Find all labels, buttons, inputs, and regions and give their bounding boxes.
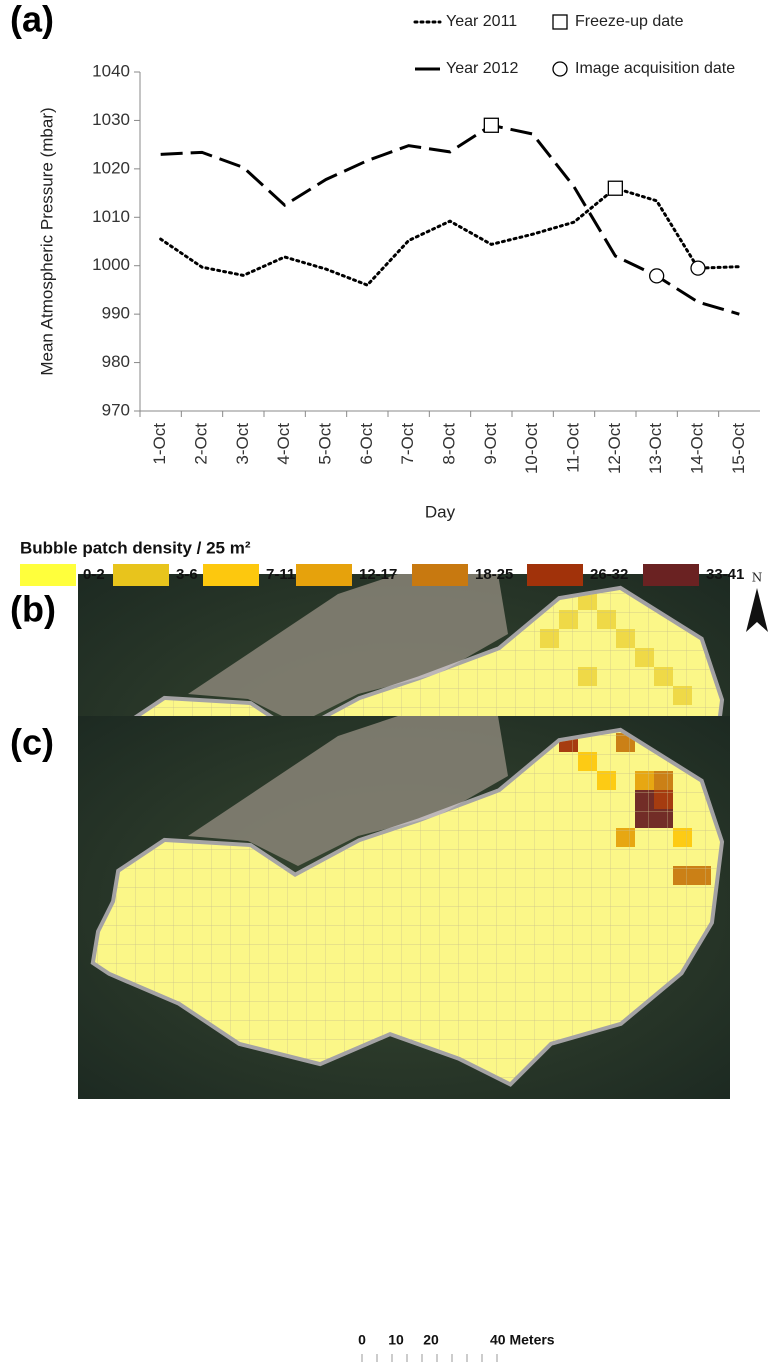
scale-label: 10 <box>388 1332 404 1348</box>
x-tick-label: 2-Oct <box>191 423 210 465</box>
x-tick-label: 4-Oct <box>274 423 293 465</box>
legend-label: Freeze-up date <box>575 13 684 30</box>
x-tick-label: 14-Oct <box>687 423 706 474</box>
panel-label: (a) <box>10 0 54 40</box>
x-tick-label: 5-Oct <box>315 423 334 465</box>
panel-label: (c) <box>10 722 54 763</box>
x-tick-label: 13-Oct <box>646 423 665 474</box>
panel-label: (b) <box>10 589 56 630</box>
density-label: 33-41 <box>706 566 744 583</box>
y-tick-label: 1020 <box>92 158 130 177</box>
north-label: N <box>752 571 763 585</box>
map-c <box>78 716 730 1099</box>
x-axis-label: Day <box>425 502 456 521</box>
x-tick-label: 15-Oct <box>729 423 748 474</box>
y-tick-label: 1000 <box>92 255 130 274</box>
density-swatch <box>527 564 583 586</box>
legend-label: Year 2011 <box>446 13 517 30</box>
x-tick-label: 1-Oct <box>150 423 169 465</box>
density-legend-title: Bubble patch density / 25 m² <box>20 538 251 557</box>
density-label: 3-6 <box>176 566 198 583</box>
north-arrow <box>746 588 768 632</box>
freeze-up-marker <box>608 181 622 195</box>
legend-swatch <box>553 15 567 29</box>
density-swatch <box>20 564 76 586</box>
y-tick-label: 1010 <box>92 207 130 226</box>
density-swatch <box>113 564 169 586</box>
y-tick-label: 1040 <box>92 61 130 80</box>
density-label: 7-11 <box>266 566 295 583</box>
density-swatch <box>296 564 352 586</box>
x-tick-label: 10-Oct <box>522 423 541 474</box>
density-label: 12-17 <box>359 566 397 583</box>
legend-label: Year 2012 <box>446 60 518 77</box>
density-swatch <box>643 564 699 586</box>
density-swatch <box>203 564 259 586</box>
legend-swatch <box>553 62 567 76</box>
y-tick-label: 980 <box>102 352 130 371</box>
scale-label: 20 <box>423 1332 439 1348</box>
x-tick-label: 7-Oct <box>398 423 417 465</box>
y-axis-label: Mean Atmospheric Pressure (mbar) <box>37 107 56 375</box>
y-tick-label: 1030 <box>92 110 130 129</box>
scale-label: 0 <box>358 1332 366 1348</box>
density-swatch <box>412 564 468 586</box>
image-acquisition-marker <box>691 261 705 275</box>
density-label: 18-25 <box>475 566 513 583</box>
x-tick-label: 6-Oct <box>357 423 376 465</box>
y-tick-label: 970 <box>102 400 130 419</box>
x-tick-label: 9-Oct <box>481 423 500 465</box>
y-tick-label: 990 <box>102 304 130 323</box>
x-tick-label: 3-Oct <box>233 423 252 465</box>
density-label: 0-2 <box>83 566 105 583</box>
x-tick-label: 8-Oct <box>439 423 458 465</box>
x-tick-label: 11-Oct <box>563 423 582 473</box>
density-label: 26-32 <box>590 566 628 583</box>
freeze-up-marker <box>484 118 498 132</box>
x-tick-label: 12-Oct <box>605 423 624 474</box>
scale-label: 40 Meters <box>490 1332 555 1348</box>
image-acquisition-marker <box>650 269 664 283</box>
legend-label: Image acquisition date <box>575 60 735 77</box>
figure: (a) (b) (c) N 97098099010001010102010301… <box>0 0 769 1364</box>
